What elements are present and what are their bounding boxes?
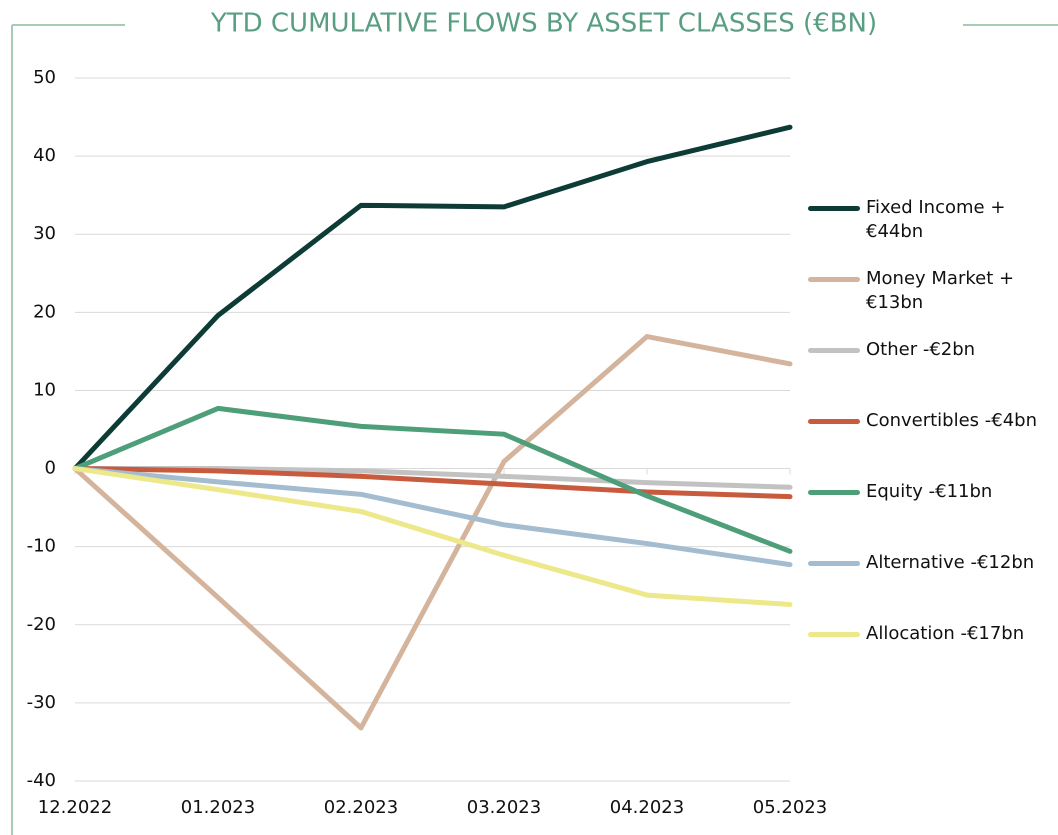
- legend-label: Convertibles -€4bn: [866, 410, 1038, 431]
- x-tick-label: 02.2023: [324, 797, 398, 818]
- legend-label: Allocation -€17bn: [866, 623, 1025, 644]
- series-line: [72, 405, 793, 554]
- legend-item: Money Market +€13bn: [808, 267, 1048, 315]
- y-tick-label: 10: [33, 379, 56, 400]
- y-tick-label: -20: [27, 614, 56, 635]
- legend-item: Alternative -€12bn: [808, 551, 1048, 575]
- series-line: [72, 466, 793, 568]
- y-tick-label: -30: [27, 692, 56, 713]
- legend-item: Equity -€11bn: [808, 480, 1048, 504]
- x-tick-label: 01.2023: [181, 797, 255, 818]
- y-tick-label: -10: [27, 536, 56, 557]
- legend-swatch: [808, 348, 860, 353]
- series-line: [72, 334, 793, 731]
- x-tick-label: 04.2023: [610, 797, 684, 818]
- legend-label: Alternative -€12bn: [866, 552, 1035, 573]
- legend-label: Fixed Income +€44bn: [866, 197, 1006, 242]
- y-tick-label: 0: [45, 458, 56, 479]
- legend-item: Allocation -€17bn: [808, 622, 1048, 646]
- legend-swatch: [808, 277, 860, 282]
- legend-swatch: [808, 561, 860, 566]
- y-tick-label: 30: [33, 223, 56, 244]
- legend-label: Other -€2bn: [866, 339, 976, 360]
- legend-label: Money Market +€13bn: [866, 268, 1015, 313]
- x-tick-label: 05.2023: [753, 797, 827, 818]
- x-tick-label: 12.2022: [38, 797, 112, 818]
- y-tick-label: 50: [33, 67, 56, 88]
- legend-swatch: [808, 490, 860, 495]
- legend-item: Other -€2bn: [808, 338, 1048, 362]
- legend-swatch: [808, 419, 860, 424]
- series-line: [72, 466, 793, 607]
- y-tick-label: 20: [33, 301, 56, 322]
- chart-title: YTD CUMULATIVE FLOWS BY ASSET CLASSES (€…: [210, 9, 877, 39]
- legend-item: Convertibles -€4bn: [808, 409, 1048, 433]
- y-tick-label: 40: [33, 145, 56, 166]
- series-line: [72, 124, 793, 472]
- series-line: [72, 466, 793, 500]
- y-tick-label: -40: [27, 770, 56, 791]
- legend-swatch: [808, 206, 860, 211]
- legend-item: Fixed Income +€44bn: [808, 196, 1048, 244]
- legend-swatch: [808, 632, 860, 637]
- x-tick-label: 03.2023: [467, 797, 541, 818]
- legend-label: Equity -€11bn: [866, 481, 993, 502]
